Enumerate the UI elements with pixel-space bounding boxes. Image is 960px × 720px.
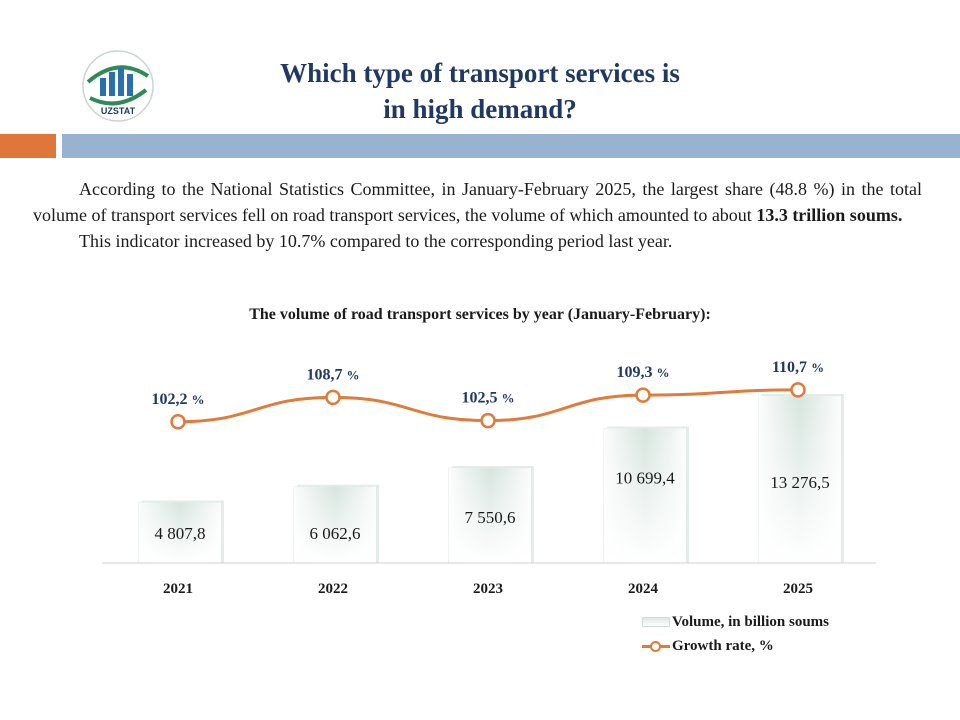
bar-value-label: 4 807,8	[155, 524, 206, 543]
legend-swatch-line	[642, 641, 670, 652]
bar-value-label: 13 276,5	[770, 473, 830, 492]
growth-value-label: 109,3 %	[617, 364, 670, 381]
legend-label-growth: Growth rate, %	[672, 637, 774, 654]
growth-point-2021	[170, 414, 186, 430]
chart-legend: Volume, in billion soums Growth rate, %	[642, 610, 829, 658]
growth-point-2025	[790, 382, 806, 398]
header-accent-blue	[62, 134, 960, 158]
bar-highlight-2021	[139, 502, 221, 563]
logo-text: UZSTAT	[101, 106, 136, 116]
x-tick-label: 2022	[318, 581, 348, 597]
x-tick-label: 2024	[628, 581, 659, 597]
bar-highlight-2023	[449, 468, 531, 563]
intro-text: According to the National Statistics Com…	[33, 176, 922, 254]
x-tick-label: 2025	[783, 581, 813, 597]
growth-point-2024	[635, 387, 651, 403]
bar-value-label: 10 699,4	[615, 468, 675, 487]
growth-point-2022	[325, 389, 341, 406]
legend-swatch-bar	[642, 617, 670, 627]
growth-point-2023	[480, 412, 496, 429]
uzstat-logo: UZSTAT	[82, 50, 154, 122]
legend-label-volume: Volume, in billion soums	[672, 613, 829, 630]
bar-highlight-2025	[759, 396, 841, 563]
chart-title: The volume of road transport services by…	[249, 306, 711, 323]
intro-p1-text: According to the National Statistics Com…	[33, 179, 922, 225]
page-title: Which type of transport services is in h…	[280, 58, 680, 124]
growth-value-label: 102,5 %	[462, 390, 515, 407]
intro-p1-bold: 13.3 trillion soums.	[756, 205, 903, 225]
intro-paragraph-1: According to the National Statistics Com…	[33, 176, 922, 228]
bar-value-label: 6 062,6	[310, 524, 361, 543]
x-tick-label: 2023	[473, 581, 503, 597]
bar-value-label: 7 550,6	[465, 508, 516, 527]
bar-highlight-2022	[294, 486, 376, 563]
growth-value-label: 102,2 %	[152, 391, 205, 408]
growth-value-label: 108,7 %	[307, 366, 360, 383]
legend-item-volume: Volume, in billion soums	[642, 610, 829, 634]
legend-item-growth: Growth rate, %	[642, 634, 829, 658]
intro-paragraph-2: This indicator increased by 10.7% compar…	[79, 231, 673, 251]
header-accent-orange	[0, 134, 56, 158]
growth-value-label: 110,7 %	[772, 359, 824, 376]
bar-highlight-2024	[604, 428, 686, 563]
x-tick-label: 2021	[163, 581, 193, 597]
